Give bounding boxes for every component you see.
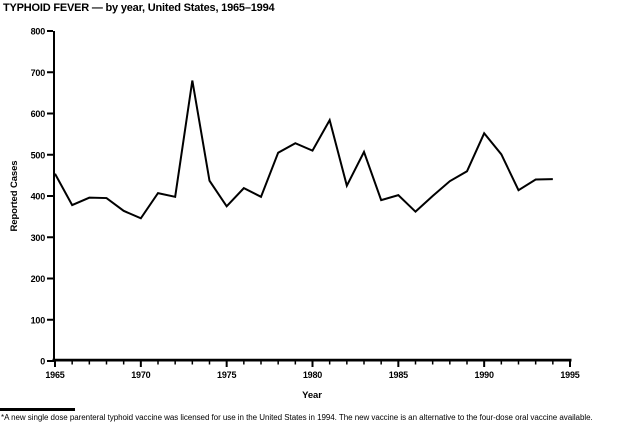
data-line — [54, 80, 553, 220]
x-tick-label: 1995 — [560, 370, 579, 380]
x-tick-label: 1975 — [217, 370, 236, 380]
x-axis-title: Year — [302, 390, 322, 401]
x-tick-label: 1980 — [303, 370, 322, 380]
y-tick-label: 800 — [31, 27, 46, 37]
y-tick-label: 700 — [31, 68, 46, 78]
y-axis-title: Reported Cases — [9, 161, 20, 232]
x-tick-label: 1970 — [131, 370, 150, 380]
y-tick-label: 200 — [31, 274, 46, 284]
footnote-text: *A new single dose parenteral typhoid va… — [1, 413, 593, 422]
x-tick-label: 1985 — [389, 370, 408, 380]
x-tick-label: 1965 — [45, 370, 64, 380]
y-tick-label: 100 — [31, 315, 46, 325]
y-tick-label: 400 — [31, 192, 46, 202]
footnote-rule — [0, 408, 75, 411]
x-tick-label: 1990 — [475, 370, 494, 380]
plot-area: 0 100 200 300 400 500 600 700 800 1965 1970 1975 198… — [31, 27, 580, 381]
y-tick-label: 300 — [31, 233, 46, 243]
y-tick-label: 600 — [31, 109, 46, 119]
chart-title: TYPHOID FEVER — by year, United States, … — [3, 2, 275, 14]
y-tick-label: 0 — [40, 357, 45, 367]
y-tick-label: 500 — [31, 150, 46, 160]
chart-canvas: Reported Cases Year 0 100 200 300 400 500 600 7… — [9, 27, 580, 402]
